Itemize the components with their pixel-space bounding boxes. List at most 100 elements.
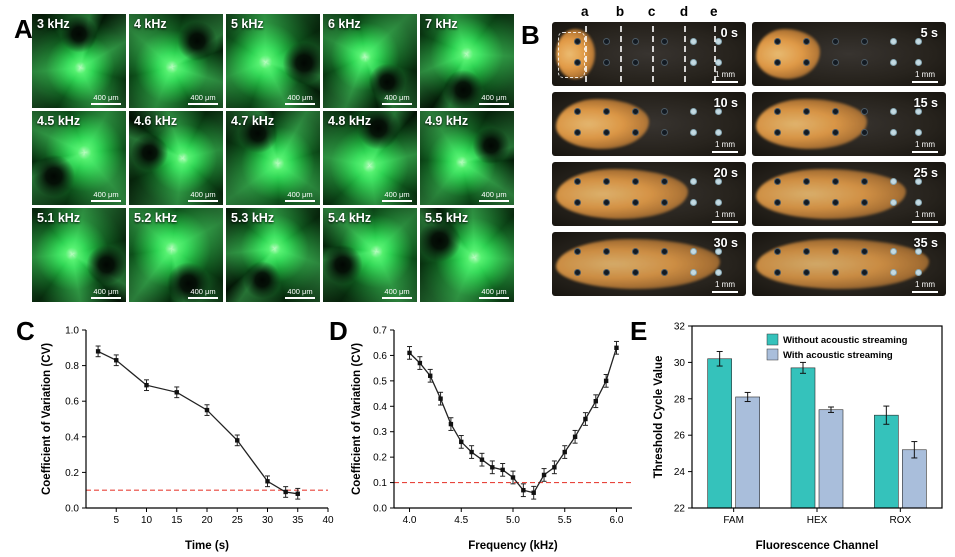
frequency-label: 4.9 kHz xyxy=(425,114,469,128)
reaction-well xyxy=(773,247,781,255)
reaction-well xyxy=(690,59,698,67)
inlet-highlight-box xyxy=(557,32,586,78)
data-point xyxy=(531,490,536,495)
reaction-well xyxy=(802,107,810,115)
y-tick-label: 0.6 xyxy=(373,351,387,362)
reaction-well xyxy=(690,199,698,207)
data-point xyxy=(448,421,454,427)
sample-dye-spread xyxy=(755,99,867,149)
scale-bar: 400 μm xyxy=(382,190,412,202)
data-point xyxy=(438,396,443,401)
bar xyxy=(707,358,732,509)
sample-dye-spread xyxy=(555,29,595,79)
reaction-well xyxy=(661,107,669,115)
reaction-well xyxy=(831,37,839,45)
frequency-label: 4.7 kHz xyxy=(231,114,275,128)
scale-bar-label: 400 μm xyxy=(481,286,507,296)
panel-a-tile: 5.2 kHz 400 μm xyxy=(129,208,223,302)
time-label: 5 s xyxy=(920,26,938,40)
frequency-label: 7 kHz xyxy=(425,17,458,31)
frequency-label: 4.8 kHz xyxy=(328,114,372,128)
legend-label: Without acoustic streaming xyxy=(783,335,908,346)
reaction-well xyxy=(890,269,898,277)
category-label: FAM xyxy=(723,515,744,526)
reaction-well xyxy=(861,269,869,277)
reaction-well xyxy=(631,59,639,67)
reaction-well xyxy=(631,177,639,185)
data-point xyxy=(572,434,578,439)
panel-a-tile: 5.4 kHz 400 μm xyxy=(323,208,417,302)
region-divider-line xyxy=(584,25,587,83)
y-tick-label: 24 xyxy=(674,467,686,478)
bar xyxy=(735,396,760,509)
x-tick-label: 15 xyxy=(171,515,183,526)
x-tick-label: 20 xyxy=(201,515,213,526)
x-tick-label: 4.0 xyxy=(403,515,417,526)
scale-bar-label: 1 mm xyxy=(715,69,735,79)
panel-a-tile: 4.6 kHz 400 μm xyxy=(129,111,223,205)
scale-bar-label: 400 μm xyxy=(190,286,216,296)
reaction-well xyxy=(661,37,669,45)
frequency-label: 5 kHz xyxy=(231,17,264,31)
x-axis-label: Fluorescence Channel xyxy=(756,540,879,552)
reaction-well xyxy=(890,37,898,45)
sample-dye-spread xyxy=(555,169,688,219)
reaction-well xyxy=(715,247,723,255)
legend-swatch xyxy=(766,333,779,346)
reaction-well xyxy=(661,199,669,207)
scale-bar: 1 mm xyxy=(912,210,938,223)
reaction-well xyxy=(715,269,723,277)
y-tick-label: 32 xyxy=(674,322,686,333)
scale-bar-line xyxy=(91,103,121,105)
reaction-well xyxy=(831,199,839,207)
reaction-well xyxy=(661,247,669,255)
panel-a-tile: 5 kHz 400 μm xyxy=(226,14,320,108)
scale-bar-line xyxy=(712,290,738,293)
reaction-well xyxy=(773,37,781,45)
data-point xyxy=(562,449,567,455)
scale-bar-line xyxy=(285,297,315,299)
region-letter: e xyxy=(709,4,718,19)
frequency-label: 5.1 kHz xyxy=(37,211,81,225)
scale-bar-label: 1 mm xyxy=(715,209,735,219)
x-axis-label: Time (s) xyxy=(185,540,229,552)
bar xyxy=(818,409,844,509)
x-tick-label: 6.0 xyxy=(610,515,624,526)
data-point xyxy=(603,378,609,384)
data-point xyxy=(552,465,557,470)
x-tick-label: 5.0 xyxy=(506,515,520,526)
reaction-well xyxy=(773,199,781,207)
scale-bar-line xyxy=(91,297,121,299)
scale-bar: 400 μm xyxy=(285,287,315,299)
reaction-well xyxy=(631,269,639,277)
data-point xyxy=(407,350,412,356)
scale-bar-line xyxy=(479,200,509,202)
time-label: 30 s xyxy=(713,236,738,250)
frequency-label: 4 kHz xyxy=(134,17,167,31)
panel-a-tile: 5.5 kHz 400 μm xyxy=(420,208,514,302)
scale-bar-label: 1 mm xyxy=(915,139,935,149)
reaction-well xyxy=(802,37,810,45)
reaction-well xyxy=(661,269,669,277)
data-line xyxy=(97,350,298,495)
scale-bar-line xyxy=(712,220,738,223)
sample-dye-spread xyxy=(555,239,721,289)
data-point xyxy=(479,457,485,462)
scale-bar-label: 1 mm xyxy=(915,279,935,289)
scale-bar: 400 μm xyxy=(479,286,509,299)
scale-bar-label: 1 mm xyxy=(715,139,735,149)
scale-bar: 400 μm xyxy=(382,287,412,299)
y-tick-label: 0.7 xyxy=(373,326,387,337)
reaction-well xyxy=(715,107,723,115)
reaction-well xyxy=(661,129,669,137)
data-point xyxy=(95,349,101,354)
y-tick-label: 28 xyxy=(674,394,686,405)
scale-bar: 400 μm xyxy=(285,190,315,202)
frequency-label: 4.5 kHz xyxy=(37,114,81,128)
scale-bar-line xyxy=(479,297,509,299)
scale-bar: 400 μm xyxy=(188,190,218,202)
reaction-well xyxy=(573,247,581,255)
reaction-well xyxy=(631,247,639,255)
reaction-well xyxy=(915,129,923,137)
reaction-well xyxy=(773,107,781,115)
